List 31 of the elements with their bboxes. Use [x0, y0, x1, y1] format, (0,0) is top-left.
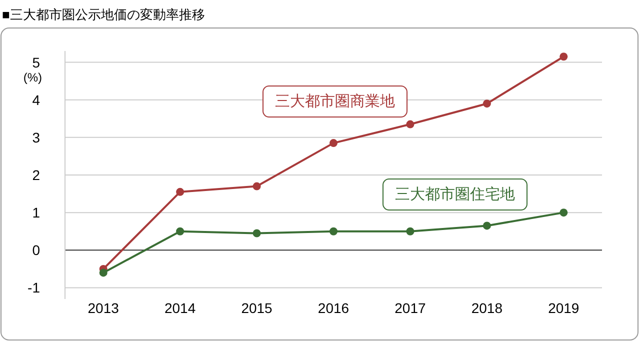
point [176, 227, 184, 236]
point [99, 268, 108, 277]
y-axis-title: (%) [23, 70, 42, 84]
point [482, 222, 491, 230]
series-label: 三大都市圏商業地 [275, 93, 395, 110]
chart-title: ■三大都市圏公示地価の変動率推移 [2, 7, 205, 22]
x-tick-label: 2013 [88, 300, 120, 316]
y-tick-label: 4 [32, 92, 40, 108]
point [330, 227, 338, 236]
y-tick-label: 3 [32, 129, 40, 146]
x-tick-label: 2015 [241, 300, 273, 316]
point [176, 188, 184, 196]
point [406, 120, 414, 128]
x-tick-label: 2018 [471, 300, 503, 316]
point [482, 100, 491, 108]
point [560, 208, 568, 217]
y-tick-label: 0 [32, 242, 40, 258]
y-tick-label: 5 [32, 54, 40, 70]
point [252, 229, 261, 238]
x-tick-label: 2019 [548, 300, 580, 316]
y-tick-label: -1 [28, 280, 40, 296]
x-tick-label: 2014 [164, 300, 196, 316]
y-tick-label: 2 [32, 167, 40, 183]
point [330, 139, 338, 148]
y-tick-label: 1 [32, 204, 40, 221]
point [560, 52, 568, 61]
x-tick-label: 2017 [394, 300, 426, 316]
series-label: 三大都市圏住宅地 [395, 186, 515, 203]
point [252, 182, 261, 190]
point [406, 227, 414, 236]
x-tick-label: 2016 [318, 300, 350, 316]
